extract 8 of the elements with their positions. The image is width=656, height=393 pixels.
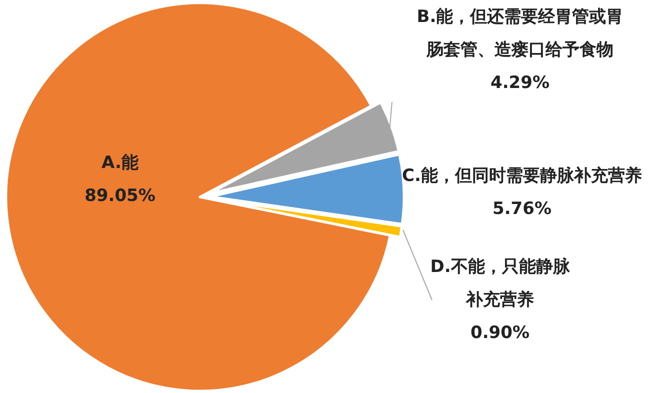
slice-label: D.不能，只能静脉补充营养 xyxy=(430,257,571,310)
slice-label: C.能，但同时需要静脉补充营养 xyxy=(402,166,642,186)
data-label: 0.90% xyxy=(470,323,530,343)
data-label: 4.29% xyxy=(490,73,550,93)
slice-label: A.能 xyxy=(102,153,138,173)
data-label: 89.05% xyxy=(84,186,156,206)
data-label: 5.76% xyxy=(492,199,552,219)
slice-label: B.能，但还需要经胃管或胃肠套管、造瘘口给予食物 xyxy=(416,7,624,60)
